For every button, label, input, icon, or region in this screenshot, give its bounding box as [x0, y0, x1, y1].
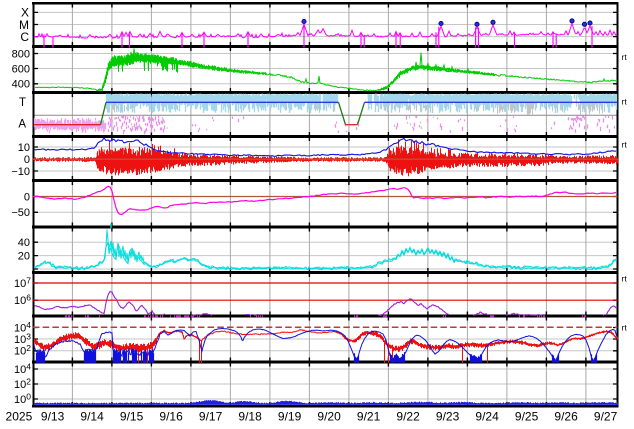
- svg-text:9/27: 9/27: [594, 409, 618, 423]
- svg-text:9/13: 9/13: [41, 409, 65, 423]
- svg-text:rt: rt: [622, 323, 628, 333]
- svg-text:9/18: 9/18: [238, 409, 262, 423]
- svg-text:rt: rt: [622, 140, 628, 150]
- svg-text:rt: rt: [622, 274, 628, 284]
- svg-text:9/20: 9/20: [317, 409, 341, 423]
- svg-text:9/23: 9/23: [436, 409, 460, 423]
- svg-text:M: M: [19, 18, 29, 32]
- svg-text:9/15: 9/15: [120, 409, 144, 423]
- svg-text:rt: rt: [622, 52, 628, 62]
- svg-text:C: C: [20, 30, 29, 44]
- svg-text:9/14: 9/14: [80, 409, 104, 423]
- svg-text:9/16: 9/16: [159, 409, 183, 423]
- svg-text:20: 20: [18, 251, 30, 263]
- svg-text:10: 10: [18, 142, 30, 154]
- svg-text:9/22: 9/22: [396, 409, 420, 423]
- svg-text:0: 0: [24, 154, 30, 166]
- svg-text:−50: −50: [11, 207, 30, 219]
- svg-text:0: 0: [24, 191, 30, 203]
- svg-text:9/25: 9/25: [515, 409, 539, 423]
- svg-text:9/19: 9/19: [278, 409, 302, 423]
- svg-text:40: 40: [18, 237, 30, 249]
- svg-text:400: 400: [12, 79, 30, 91]
- svg-text:800: 800: [12, 49, 30, 61]
- svg-text:2025: 2025: [6, 409, 33, 423]
- svg-text:9/26: 9/26: [554, 409, 578, 423]
- svg-text:rt: rt: [622, 97, 628, 107]
- svg-text:9/24: 9/24: [475, 409, 499, 423]
- svg-text:9/17: 9/17: [199, 409, 223, 423]
- svg-text:−10: −10: [11, 166, 30, 178]
- svg-text:600: 600: [12, 64, 30, 76]
- svg-text:A: A: [18, 119, 26, 131]
- svg-text:X: X: [21, 6, 29, 20]
- svg-text:9/21: 9/21: [357, 409, 381, 423]
- svg-text:T: T: [19, 97, 26, 109]
